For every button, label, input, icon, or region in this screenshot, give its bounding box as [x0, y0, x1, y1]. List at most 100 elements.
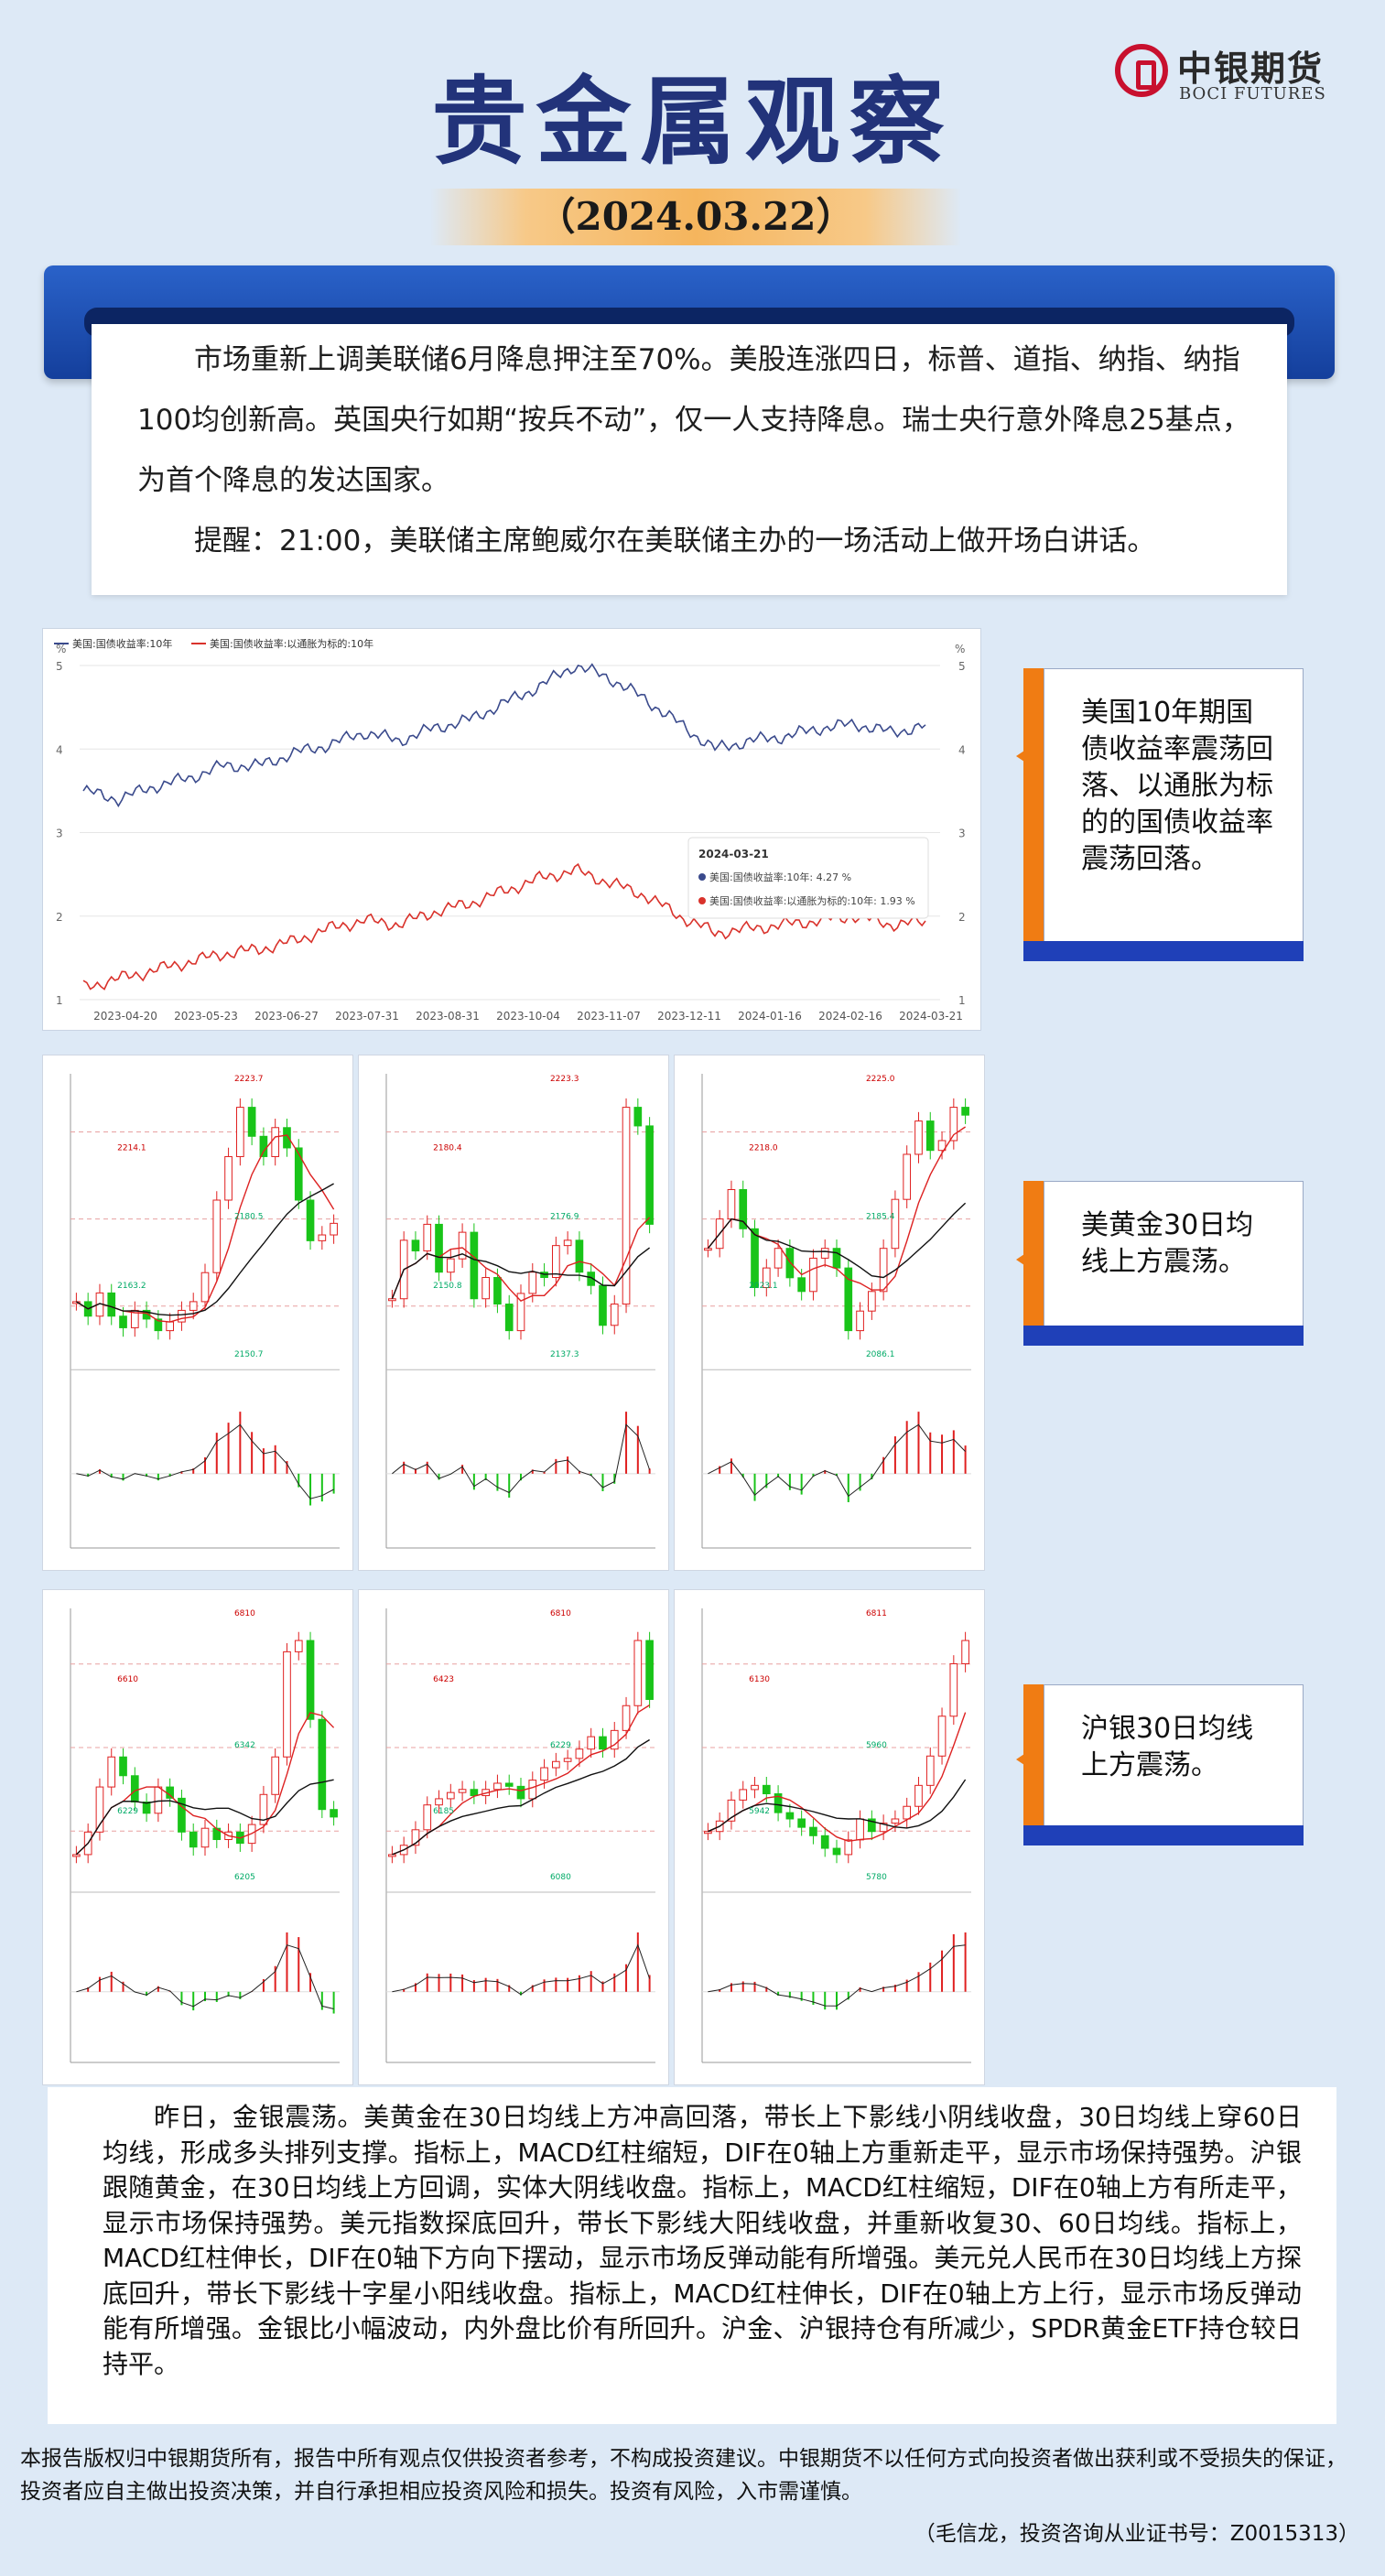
- candle-body: [107, 1756, 116, 1788]
- summary-paragraph-1: 市场重新上调美联储6月降息押注至70%。美股连涨四日，标普、道指、纳指、纳指10…: [137, 343, 1250, 497]
- candle-body: [259, 1135, 268, 1157]
- candle-body: [809, 1826, 817, 1836]
- callout-silver-text: 沪银30日均线上方震荡。: [1044, 1684, 1304, 1827]
- candle-body: [739, 1789, 748, 1801]
- candle-body: [633, 1107, 643, 1127]
- tooltip-date: 2024-03-21: [698, 848, 769, 860]
- price-label: 2137.3: [550, 1350, 579, 1359]
- analysis-text: 昨日，金银震荡。美黄金在30日均线上方冲高回落，带长上下影线小阴线收盘，30日均…: [103, 2102, 1302, 2379]
- gold-panel-3: 2225.0 2218.0 2185.4 2023.1 2086.1: [674, 1055, 985, 1571]
- candle-body: [388, 1298, 396, 1302]
- candle-body: [762, 1267, 771, 1289]
- price-label: 6229: [550, 1741, 571, 1750]
- legend-label: 美国:国债收益率:以通胀为标的:10年: [210, 637, 373, 650]
- price-label: 2086.1: [866, 1350, 895, 1359]
- candle-body: [785, 1812, 795, 1820]
- candle-body: [107, 1292, 116, 1317]
- candle-body: [879, 1823, 888, 1833]
- candle-body: [785, 1248, 795, 1279]
- price-label: 6185: [433, 1807, 454, 1816]
- x-tick-label: 2023-05-23: [174, 1010, 238, 1023]
- x-tick-label: 2023-11-07: [577, 1010, 641, 1023]
- candle-body: [868, 1291, 876, 1312]
- gold-panel-2: 2223.3 2180.4 2176.9 2150.8 2137.3: [358, 1055, 669, 1571]
- candle-body: [704, 1248, 712, 1251]
- price-label: 2180.4: [433, 1143, 462, 1153]
- report-date: （2024.03.22）: [430, 189, 961, 245]
- candle-body: [423, 1223, 432, 1251]
- y-tick-label-left: 4: [56, 743, 63, 756]
- y-tick-label-right: 2: [958, 911, 966, 924]
- candle-body: [937, 1716, 947, 1757]
- candle-body: [868, 1818, 876, 1833]
- silver-panel-3: 6811 6130 5960 5942 5780: [674, 1589, 985, 2085]
- candle-body: [563, 1758, 572, 1762]
- silver-panel-1: 6810 6610 6342 6229 6205: [42, 1589, 353, 2085]
- candle-body: [645, 1640, 654, 1700]
- x-tick-label: 2023-08-31: [416, 1010, 480, 1023]
- summary-paragraph-2: 提醒：21:00，美联储主席鲍威尔在美联储主办的一场活动上做开场白讲话。: [194, 525, 1156, 557]
- candle-body: [435, 1223, 443, 1273]
- candle-body: [727, 1188, 736, 1220]
- price-label: 6342: [234, 1741, 255, 1750]
- candle-body: [470, 1789, 479, 1797]
- candle-body: [704, 1831, 712, 1835]
- candle-body: [832, 1248, 841, 1269]
- candle-body: [575, 1748, 584, 1759]
- y-tick-label-right: 1: [958, 994, 966, 1007]
- x-tick-label: 2023-10-04: [496, 1010, 560, 1023]
- candle-body: [142, 1801, 151, 1814]
- candle-body: [306, 1199, 315, 1241]
- candle-body: [224, 1155, 233, 1201]
- author-credit: （毛信龙，投资咨询从业证书号：Z0015313）: [914, 2522, 1359, 2546]
- candle-body: [809, 1257, 817, 1293]
- price-label: 5960: [866, 1741, 887, 1750]
- candle-body: [925, 1755, 935, 1786]
- candle-body: [119, 1315, 127, 1328]
- y-unit-left: %: [56, 643, 66, 655]
- price-label: 2163.2: [117, 1282, 146, 1291]
- candle-body: [820, 1835, 829, 1849]
- price-label: 6080: [550, 1873, 571, 1882]
- gold-panel-1: 2223.7 2214.1 2180.5 2163.2 2150.7: [42, 1055, 353, 1571]
- x-tick-label: 2024-02-16: [818, 1010, 882, 1023]
- candle-body: [271, 1127, 280, 1157]
- candle-body: [166, 1321, 174, 1332]
- candle-body: [937, 1140, 947, 1152]
- candle-body: [552, 1760, 560, 1769]
- candle-body: [844, 1839, 853, 1856]
- candle-body: [610, 1729, 619, 1750]
- candle-body: [330, 1222, 338, 1236]
- candle-body: [856, 1818, 864, 1841]
- callout-silver: 沪银30日均线上方震荡。: [1016, 1684, 1304, 1845]
- y-tick-label-left: 3: [56, 828, 63, 840]
- candle-body: [212, 1199, 222, 1273]
- candle-body: [504, 1782, 514, 1787]
- callout-yield-text: 美国10年期国债收益率震荡回落、以通胀为标的的国债收益率震荡回落。: [1044, 668, 1304, 943]
- tooltip-row: 美国:国债收益率:以通胀为标的:10年: 1.93 %: [709, 894, 915, 907]
- price-label: 2225.0: [866, 1075, 895, 1084]
- price-label: 2185.4: [866, 1213, 895, 1222]
- price-label: 6810: [550, 1609, 571, 1618]
- us-yield-chart: 1 1 2 2 3 3 4 4 5 5%% 2023-04-20 2023-05-23 2023-06-…: [42, 628, 981, 1031]
- candle-body: [797, 1818, 806, 1828]
- candle-body: [72, 1301, 81, 1304]
- candle-body: [72, 1854, 81, 1857]
- callout-gold: 美黄金30日均线上方震荡。: [1016, 1181, 1304, 1346]
- candle-body: [762, 1784, 771, 1795]
- candle-body: [961, 1640, 969, 1664]
- page-title: 贵金属观察: [431, 66, 954, 178]
- price-label: 2218.0: [749, 1143, 778, 1153]
- gold-chart-grid: 2223.7 2214.1 2180.5 2163.2 2150.7 2223.3 2180…: [42, 1055, 985, 1571]
- candle-body: [458, 1789, 467, 1793]
- price-label: 2180.5: [234, 1213, 264, 1222]
- candle-body: [903, 1805, 912, 1820]
- silver-panel-2: 6810 6423 6229 6185 6080: [358, 1589, 669, 2085]
- logo-text-cn: 中银期货: [1177, 49, 1325, 89]
- candle-body: [727, 1799, 736, 1822]
- moving-average-line: [392, 1738, 650, 1856]
- price-label: 6811: [866, 1609, 887, 1618]
- candle-body: [318, 1718, 327, 1811]
- candle-body: [330, 1809, 338, 1818]
- candle-body: [318, 1234, 327, 1241]
